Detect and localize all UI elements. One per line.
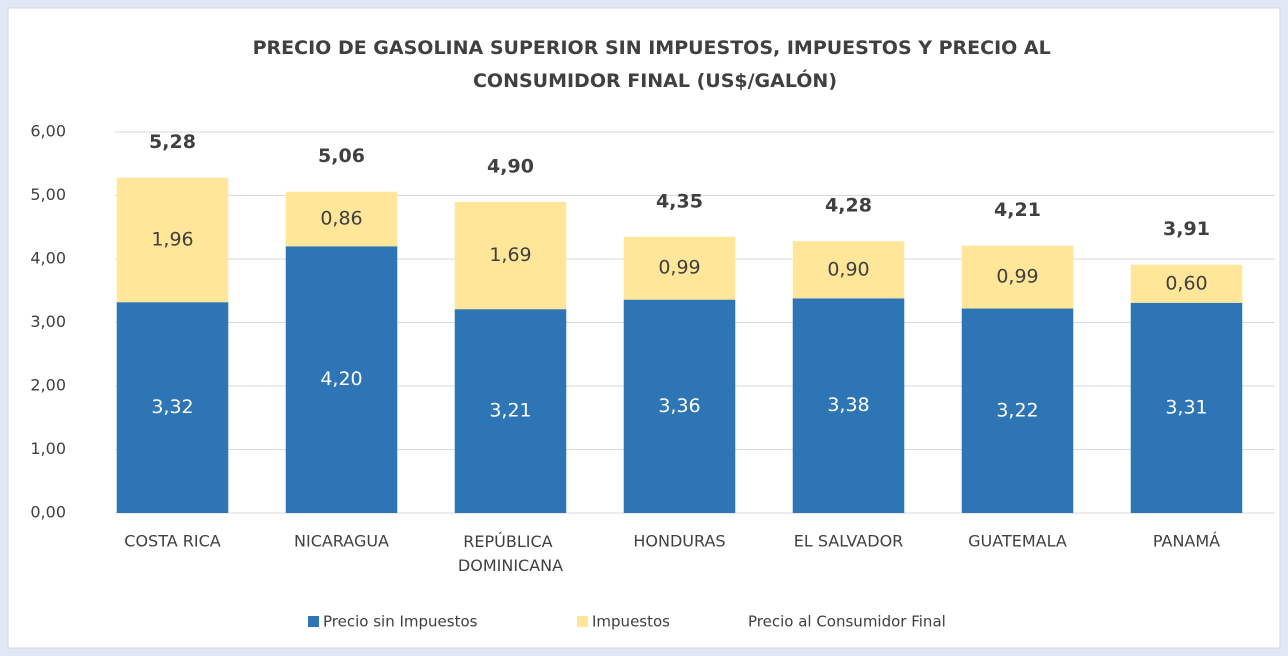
y-tick-label: 0,00 [30,503,66,522]
bar-value-label: 1,69 [489,244,531,266]
legend-label: Impuestos [592,613,670,631]
chart-title: PRECIO DE GASOLINA SUPERIOR SIN IMPUESTO… [253,37,1058,92]
y-tick-label: 1,00 [30,439,66,458]
bar-segment [623,299,736,513]
total-label: 4,90 [487,155,534,177]
bar-segment [961,308,1074,513]
bar-value-label: 3,32 [151,396,193,418]
bar-value-label: 0,90 [827,258,869,280]
total-label: 4,21 [994,199,1041,221]
total-label: 5,28 [149,131,196,153]
bar-value-label: 0,99 [658,257,700,279]
bar-value-label: 1,96 [151,228,193,250]
legend-swatch [577,616,588,627]
bar-segment [792,298,905,513]
bar-segment [116,177,229,303]
bar-segment [116,302,229,513]
bar-value-label: 3,21 [489,400,531,422]
y-tick-label: 2,00 [30,376,66,395]
x-tick-label: EL SALVADOR [794,532,904,551]
bar-value-label: 0,60 [1165,272,1207,294]
bar-value-label: 4,20 [320,368,362,390]
bar-segment [623,236,736,300]
bar-value-label: 0,86 [320,207,362,229]
bar-segment [1130,264,1243,303]
bar-segment [285,246,398,514]
bar-segment [285,191,398,247]
bar-segment [961,245,1074,309]
total-label: 4,28 [825,195,872,217]
total-label: 3,91 [1163,218,1210,240]
bar-segment [454,309,567,513]
x-tick-label: NICARAGUA [294,532,389,551]
bar-value-label: 0,99 [996,266,1038,288]
legend-label: Precio sin Impuestos [323,613,478,631]
y-tick-label: 6,00 [30,122,66,141]
x-tick-label: GUATEMALA [968,532,1067,551]
x-tick-label: REPÚBLICA DOMINICANA [458,532,563,575]
y-tick-label: 5,00 [30,185,66,204]
x-tick-label: HONDURAS [633,532,725,551]
legend-swatch [308,616,319,627]
y-tick-label: 4,00 [30,249,66,268]
bar-segment [454,201,567,310]
x-tick-label: COSTA RICA [124,532,220,551]
bar-value-label: 3,22 [996,399,1038,421]
total-label: 4,35 [656,190,703,212]
y-tick-label: 3,00 [30,312,66,331]
total-label: 5,06 [318,145,365,167]
legend-label: Precio al Consumidor Final [748,613,946,631]
bar-value-label: 3,31 [1165,396,1207,418]
x-tick-label: PANAMÁ [1153,532,1220,551]
bar-segment [792,241,905,299]
bar-value-label: 3,38 [827,394,869,416]
bar-segment [1130,302,1243,513]
bar-value-label: 3,36 [658,395,700,417]
